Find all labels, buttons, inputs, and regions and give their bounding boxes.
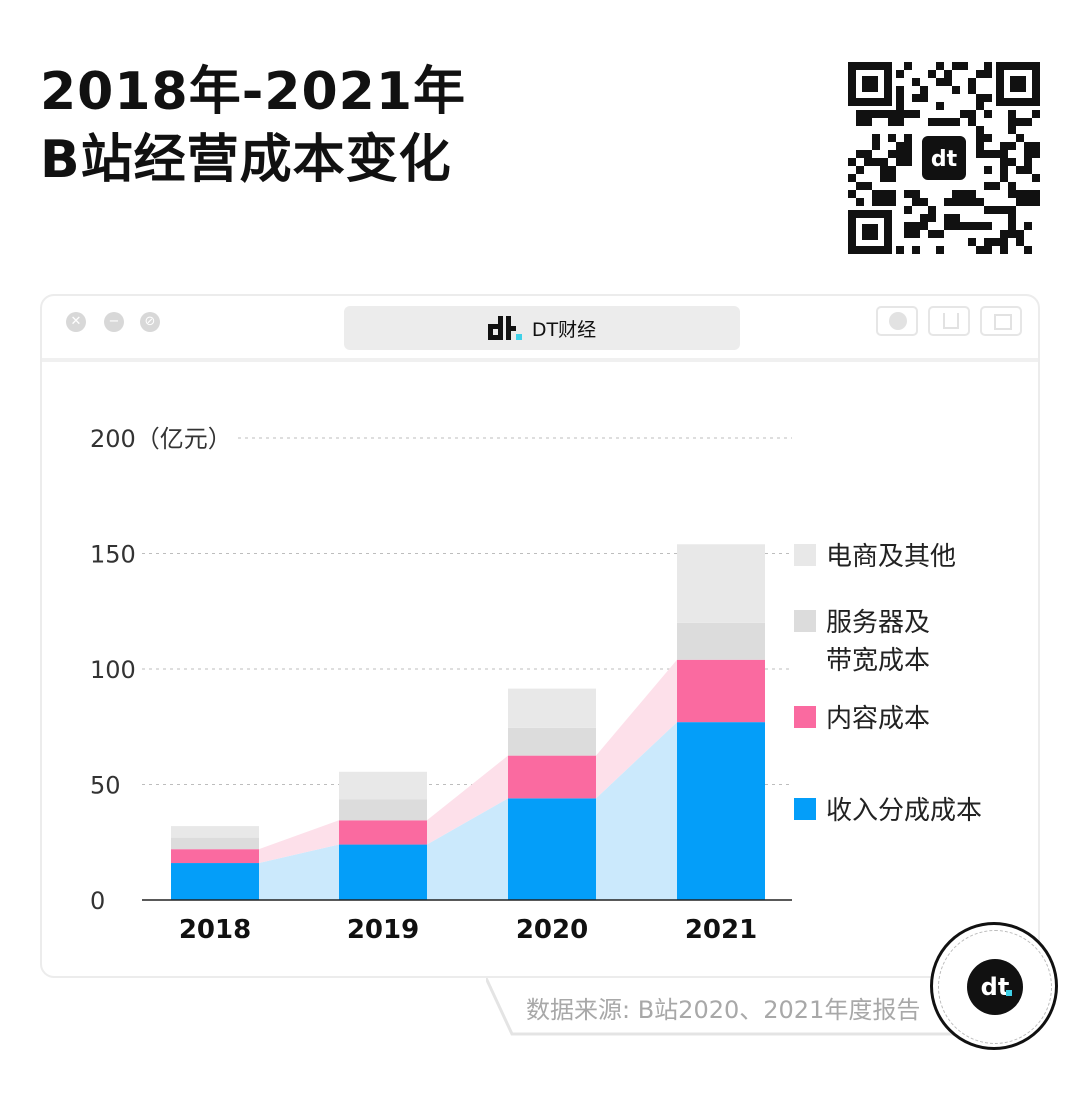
legend-label: 电商及其他 [826, 542, 956, 572]
x-tick-label: 2018 [179, 915, 251, 945]
y-tick-label: 150 [90, 541, 136, 569]
title-line-1: 2018年-2021年 [40, 62, 467, 122]
window-titlebar: ✕ − ⊘ DT财经 [42, 296, 1038, 362]
share-button[interactable] [928, 306, 970, 336]
bar-segment-2019-s2 [339, 799, 427, 821]
x-tick-label: 2021 [685, 915, 757, 945]
legend-swatch [794, 706, 816, 728]
legend-swatch [794, 798, 816, 820]
qr-code-icon: dt [848, 62, 1040, 254]
y-tick-label: 50 [90, 772, 121, 800]
bar-segment-2021-s1 [677, 659, 765, 723]
bar-segment-2020-s1 [508, 755, 596, 799]
dt-badge-icon: dt [967, 959, 1023, 1015]
bar-segment-2018-s2 [171, 837, 259, 850]
legend-label: 内容成本 [826, 704, 930, 734]
bar-segment-2018-s3 [171, 826, 259, 838]
x-tick-label: 2020 [516, 915, 588, 945]
brand-label: DT财经 [531, 318, 597, 341]
bar-segment-2018-s0 [171, 863, 259, 900]
legend-label: 带宽成本 [826, 646, 930, 676]
bar-segment-2020-s2 [508, 727, 596, 756]
bar-segment-2018-s1 [171, 849, 259, 864]
legend-swatch [794, 544, 816, 566]
flow-area-content [259, 820, 339, 864]
y-tick-label: 0 [90, 887, 105, 915]
flow-area-revenue-share [427, 798, 508, 900]
close-icon[interactable]: ✕ [66, 312, 86, 332]
x-tick-label: 2019 [347, 915, 419, 945]
y-tick-label: 100 [90, 656, 136, 684]
legend-label: 收入分成成本 [826, 796, 982, 826]
bar-segment-2019-s1 [339, 820, 427, 845]
minimize-icon[interactable]: − [104, 312, 124, 332]
legend-swatch [794, 610, 816, 632]
svg-text:dt: dt [931, 147, 958, 172]
bar-segment-2021-s3 [677, 544, 765, 623]
record-button[interactable] [876, 306, 918, 336]
bar-segment-2020-s3 [508, 688, 596, 728]
bar-segment-2021-s0 [677, 722, 765, 900]
address-bar[interactable]: DT财经 [344, 306, 740, 350]
source-tab [486, 978, 954, 1036]
flow-area-revenue-share [596, 722, 677, 900]
y-tick-label: 200（亿元） [90, 425, 232, 453]
flow-area-content [427, 755, 508, 845]
svg-text:dt: dt [981, 973, 1010, 1001]
page-title: 2018年-2021年 B站经营成本变化 [40, 58, 466, 194]
data-source: 数据来源: B站2020、2021年度报告 [526, 996, 921, 1024]
legend-label: 服务器及 [826, 608, 930, 638]
window-tile-button[interactable] [980, 306, 1022, 336]
bar-segment-2019-s3 [339, 771, 427, 800]
flow-area-content [596, 659, 677, 799]
title-line-2: B站经营成本变化 [40, 130, 452, 190]
bar-segment-2021-s2 [677, 622, 765, 660]
dt-badge: dt [930, 922, 1058, 1050]
bar-segment-2020-s0 [508, 798, 596, 900]
bar-segment-2019-s0 [339, 844, 427, 900]
maximize-icon[interactable]: ⊘ [140, 312, 160, 332]
dt-logo-icon [487, 316, 522, 340]
